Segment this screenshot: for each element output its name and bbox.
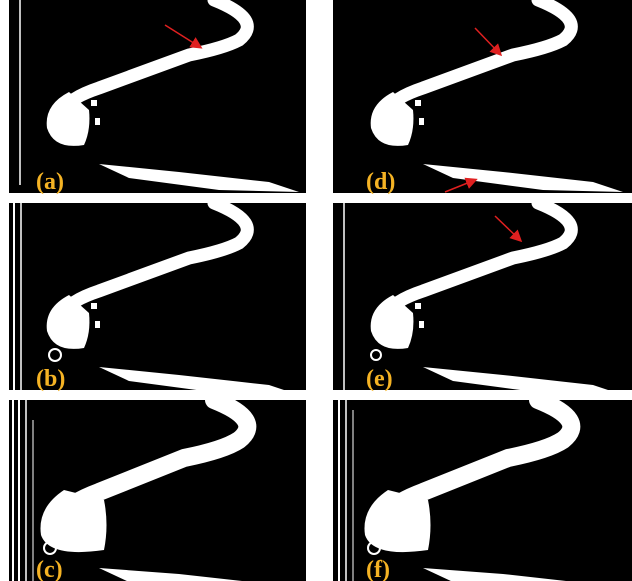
- panel-label: (e): [366, 366, 393, 392]
- panel-label: (f): [366, 557, 390, 581]
- panel-e: (e): [333, 203, 632, 395]
- panel-c: (c): [9, 400, 306, 581]
- panel-label: (a): [36, 169, 64, 195]
- panel-label: (b): [36, 366, 65, 392]
- panel-b: (b): [9, 203, 306, 395]
- panel-label: (c): [36, 557, 63, 581]
- panel-f: (f): [333, 400, 632, 581]
- panel-d: (d): [333, 0, 632, 195]
- figure: (a) (b) (c) (d) (e): [0, 0, 632, 581]
- panel-label: (d): [366, 169, 395, 195]
- panel-a: (a): [9, 0, 306, 195]
